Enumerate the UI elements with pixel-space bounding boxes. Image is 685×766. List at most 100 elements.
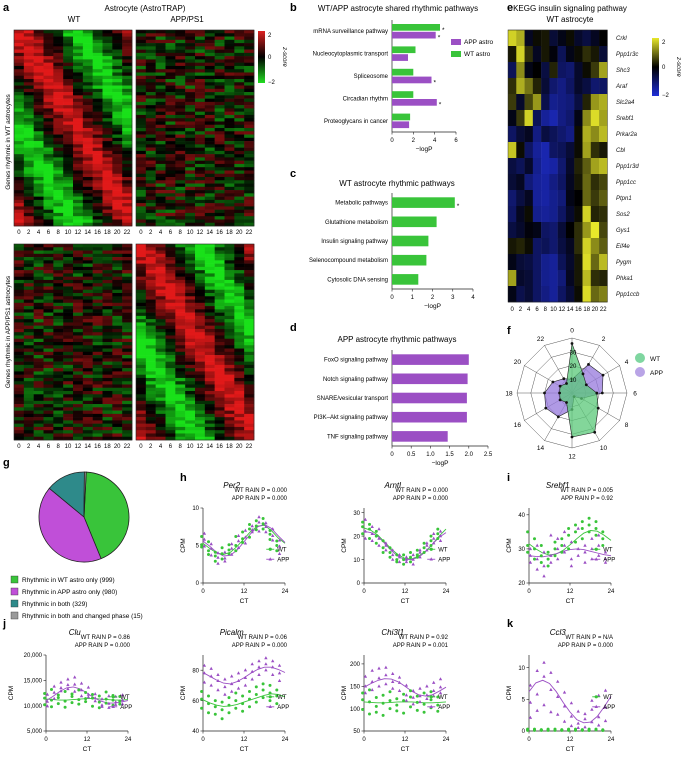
heatmap-cell	[53, 193, 64, 197]
heatmap-cell	[102, 203, 113, 207]
heatmap-cell	[214, 82, 225, 86]
heatmap-cell	[145, 315, 156, 320]
heatmap-cell	[102, 101, 113, 106]
heatmap-cell	[244, 75, 255, 80]
heatmap-cell	[244, 183, 255, 188]
heatmap-cell	[14, 79, 25, 83]
heatmap-cell	[155, 361, 166, 366]
heatmap-cell	[112, 82, 123, 86]
heatmap-cell	[165, 69, 176, 73]
legend-marker-wt	[268, 695, 272, 699]
heatmap-cell	[92, 263, 103, 268]
heatmap-cell	[102, 141, 113, 145]
heatmap-cell	[214, 114, 225, 119]
point-wt	[234, 691, 238, 695]
heatmap-cell	[155, 196, 166, 201]
heatmap-cell	[112, 92, 123, 96]
heatmap-cell	[204, 72, 215, 77]
point-wt	[97, 700, 101, 704]
heatmap-cell	[102, 289, 113, 294]
heatmap-cell	[136, 33, 147, 37]
y-tick-label: 40	[518, 513, 525, 519]
heatmap-cell	[53, 105, 64, 109]
heatmap-cell	[214, 59, 225, 63]
heatmap-frame	[13, 29, 133, 227]
heatmap-cell	[165, 296, 176, 300]
y-tick-label: 5	[196, 544, 200, 550]
heatmap-cell	[155, 436, 166, 441]
x-axis-label: −logP	[416, 146, 433, 153]
heatmap-cell	[214, 36, 225, 41]
point-app	[432, 541, 436, 545]
heatmap-cell	[145, 358, 156, 362]
heatmap-cell	[204, 306, 215, 310]
heatmap-cell	[155, 75, 166, 80]
heatmap-cell	[92, 368, 103, 372]
heatmap-cell	[549, 46, 558, 63]
heatmap-cell	[136, 141, 147, 145]
heatmap-cell	[82, 124, 93, 129]
point-wt	[422, 551, 426, 554]
heatmap-cell	[165, 134, 176, 139]
heatmap-cell	[165, 62, 176, 67]
heatmap-cell	[112, 180, 123, 184]
point-wt	[268, 691, 272, 695]
heatmap-cell	[23, 407, 34, 411]
heatmap-cell	[224, 332, 235, 336]
heatmap-cell	[165, 128, 176, 132]
heatmap-cell	[43, 283, 54, 287]
heatmap-cell	[43, 387, 54, 392]
heatmap-cell	[23, 279, 34, 284]
point-app	[93, 696, 97, 700]
heatmap-cell	[33, 124, 44, 129]
heatmap-cell	[175, 407, 186, 411]
heatmap-cell	[82, 150, 93, 155]
heatmap-cell	[33, 193, 44, 197]
heatmap-cell	[214, 30, 225, 34]
bar	[392, 431, 448, 442]
heatmap-cell	[73, 203, 84, 207]
heatmap-cell	[165, 436, 176, 441]
heatmap-cell	[234, 69, 245, 73]
heatmap-cell	[244, 141, 255, 145]
heatmap-cell	[14, 283, 25, 287]
panel-a-cbar-label: z-score	[281, 46, 287, 67]
heatmap-cell	[136, 167, 147, 171]
heatmap-cell	[112, 147, 123, 152]
x-tick-label: 0	[201, 737, 205, 743]
point-app	[45, 692, 50, 696]
heatmap-cell	[195, 167, 206, 171]
heatmap-cell	[73, 381, 84, 385]
heatmap-cell	[557, 110, 567, 127]
heatmap-cell	[234, 394, 245, 398]
point-wt	[361, 520, 365, 524]
point-wt	[381, 693, 385, 697]
heatmap-cell	[14, 345, 25, 349]
heatmap-cell	[53, 358, 64, 362]
heatmap-cell	[43, 98, 54, 103]
heatmap-cell	[214, 299, 225, 304]
heatmap-cell	[122, 426, 133, 431]
heatmap-cell	[112, 306, 123, 310]
heatmap-cell	[136, 387, 147, 392]
point-app	[597, 715, 601, 719]
heatmap-cell	[145, 319, 156, 323]
heatmap-x-tick: 2	[149, 444, 153, 450]
heatmap-cell	[82, 283, 93, 287]
heatmap-cell	[244, 209, 255, 214]
heatmap-x-tick: 22	[124, 444, 131, 450]
point-wt	[200, 706, 204, 710]
heatmap-x-tick: 20	[114, 230, 121, 236]
heatmap-cell	[23, 75, 34, 80]
heatmap-cell	[82, 118, 93, 122]
point-wt	[248, 523, 251, 526]
heatmap-cell	[224, 62, 235, 67]
heatmap-cell	[73, 160, 84, 165]
heatmap-cell	[165, 309, 176, 313]
heatmap-cell	[224, 56, 235, 60]
point-wt	[213, 705, 217, 709]
heatmap-cell	[136, 88, 147, 93]
heatmap-cell	[185, 342, 196, 346]
heatmap-cell	[102, 306, 113, 310]
heatmap-cell	[102, 374, 113, 379]
